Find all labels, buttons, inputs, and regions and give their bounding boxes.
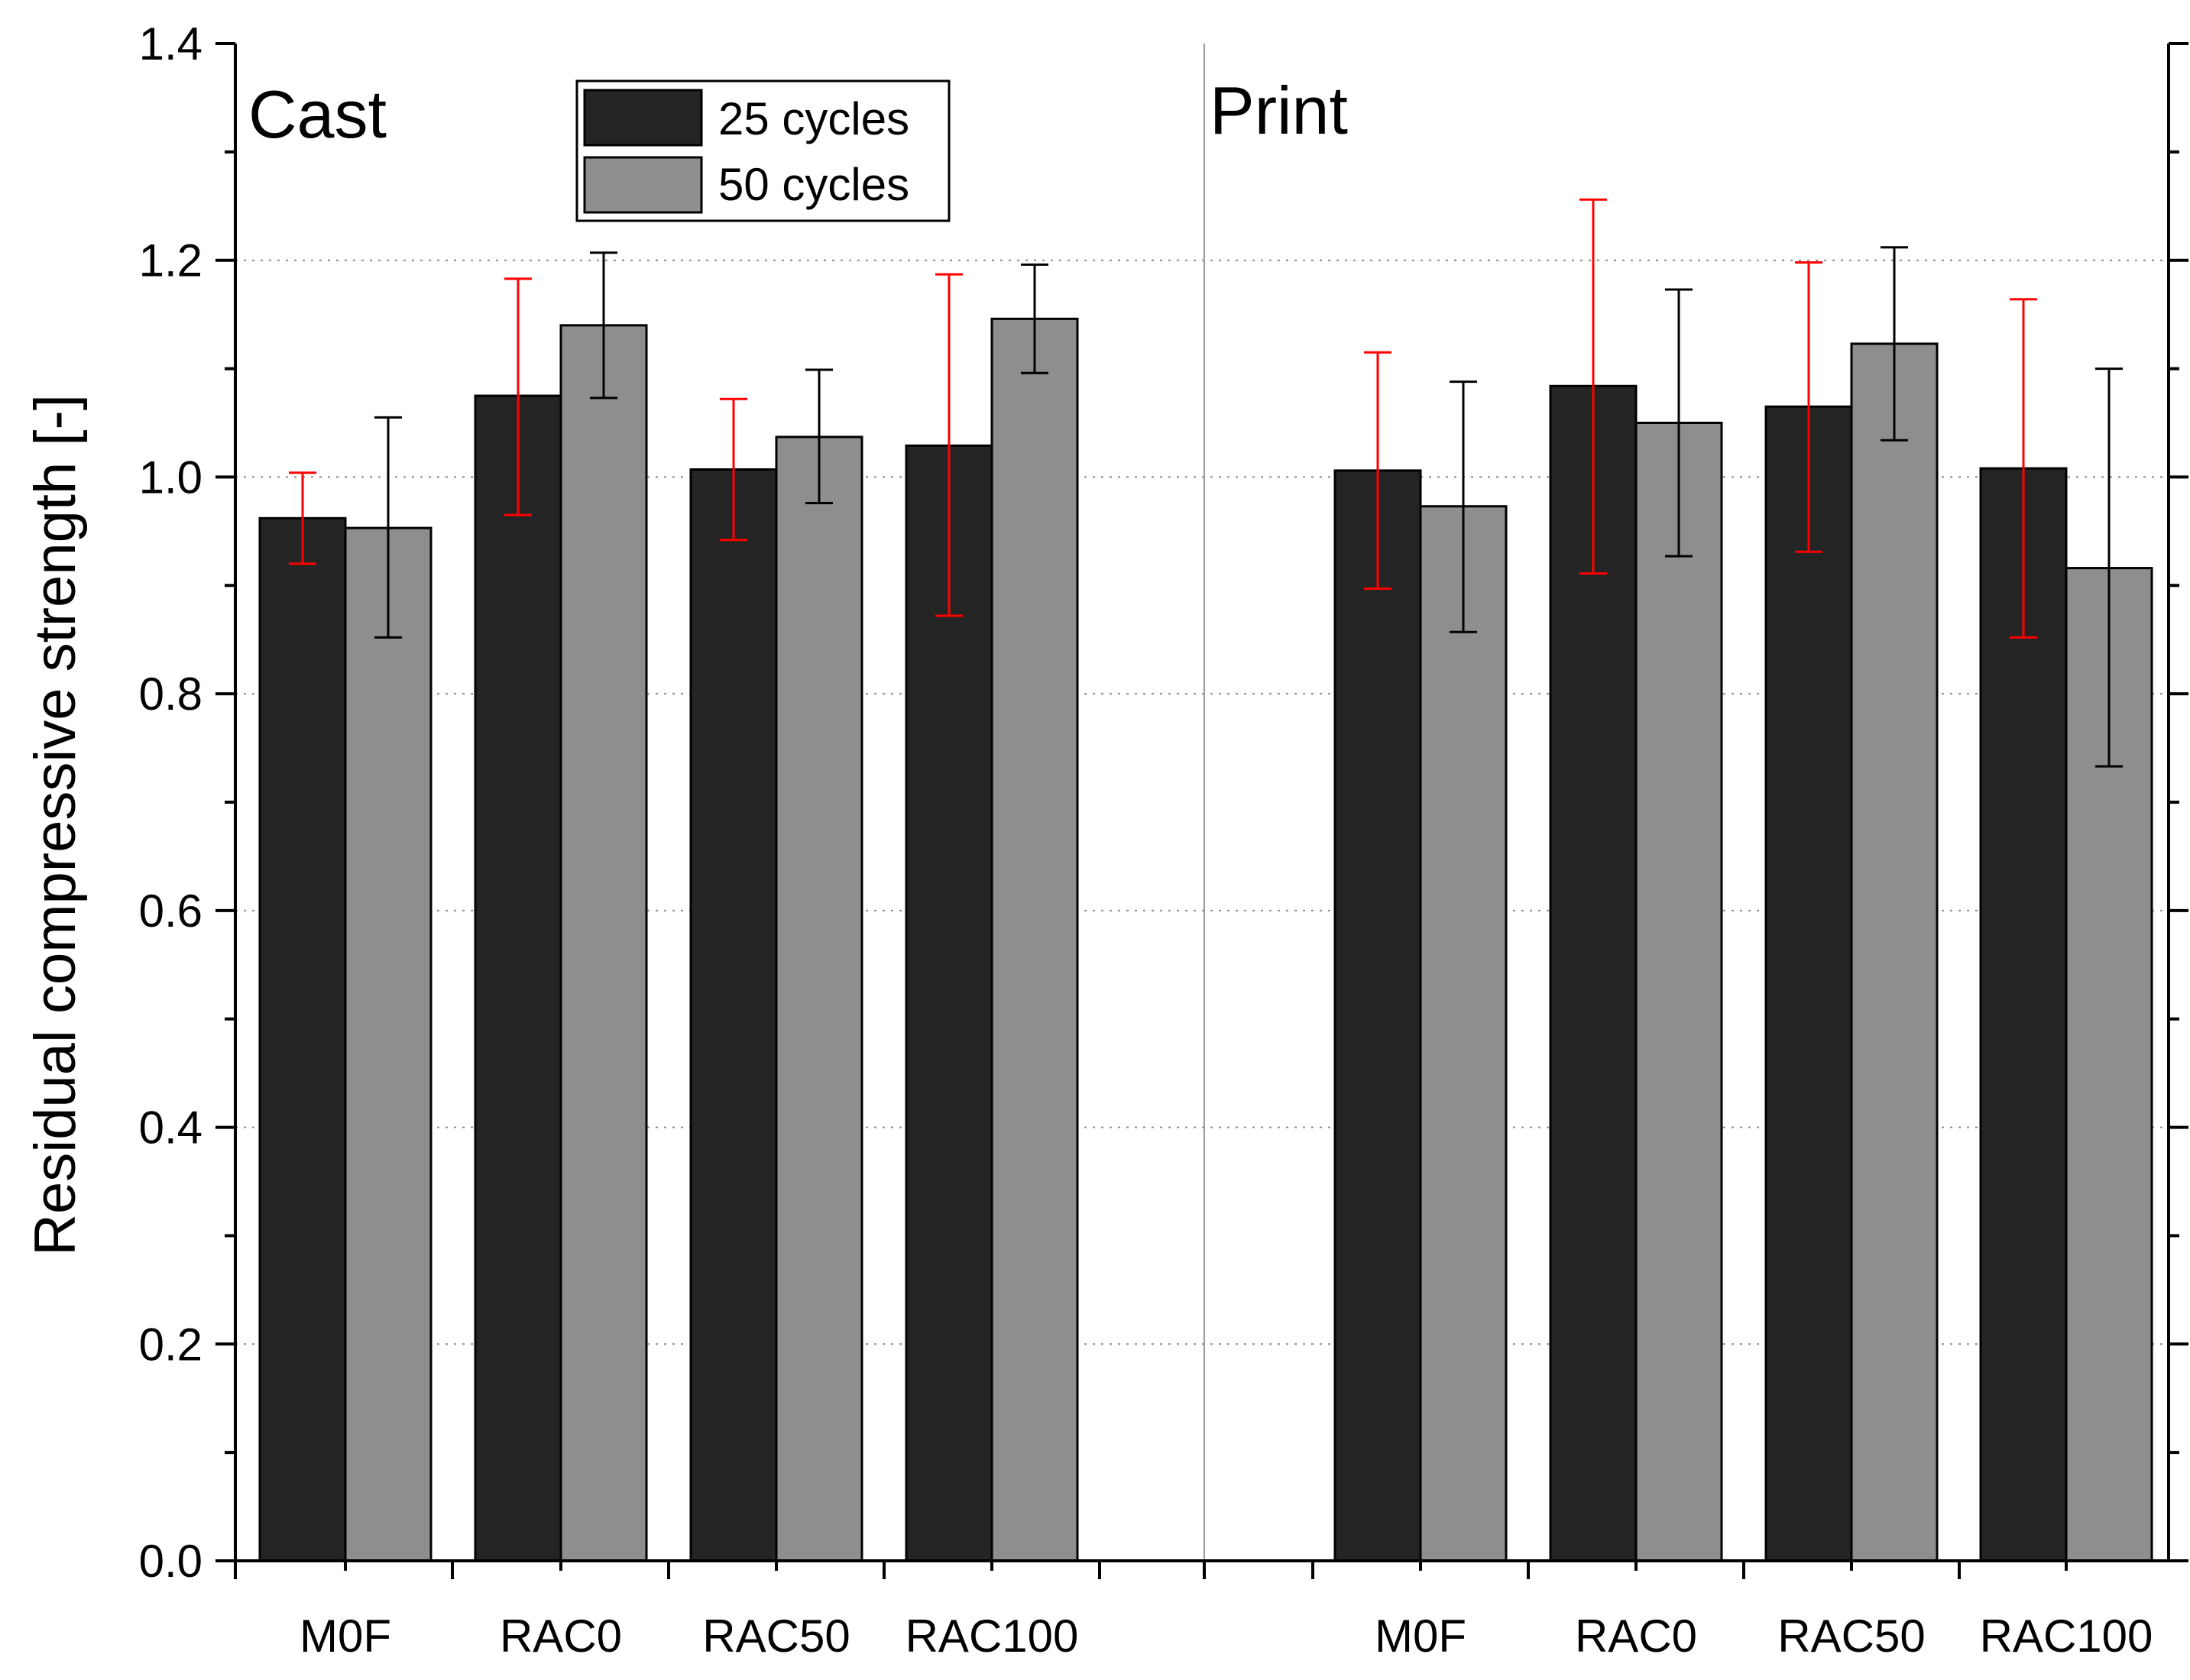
bar-cast-m0f-50-cycles bbox=[344, 526, 432, 1562]
bar-print-rac100-25-cycles bbox=[1979, 467, 2068, 1562]
x-tick-label: RAC50 bbox=[1777, 1610, 1925, 1662]
y-tick-label: 1.4 bbox=[139, 18, 202, 70]
bar-cast-rac0-25-cycles bbox=[474, 394, 562, 1562]
error-bar-print-rac0-25 bbox=[1579, 198, 1607, 575]
error-bar-cast-rac0-50 bbox=[590, 251, 617, 400]
bar-cast-rac100-25-cycles bbox=[905, 444, 993, 1562]
gridlines bbox=[235, 44, 2169, 1561]
y-tick-label: 1.0 bbox=[139, 452, 202, 503]
error-bar-cast-rac100-25 bbox=[935, 273, 963, 617]
legend-swatch-25-cycles bbox=[583, 89, 703, 147]
x-tick-label: RAC100 bbox=[905, 1610, 1079, 1662]
legend: 25 cycles 50 cycles bbox=[575, 79, 951, 222]
error-bar-print-rac50-25 bbox=[1795, 261, 1822, 553]
x-tick-label: M0F bbox=[1375, 1610, 1466, 1662]
bar-print-m0f-50-cycles bbox=[1419, 505, 1508, 1562]
bars bbox=[258, 317, 2153, 1562]
bar-cast-rac50-25-cycles bbox=[689, 468, 778, 1562]
y-tick-label: 1.2 bbox=[139, 235, 202, 286]
x-tick-label: RAC0 bbox=[500, 1610, 622, 1662]
x-tick-label: M0F bbox=[300, 1610, 391, 1662]
y-tick-label: 0.6 bbox=[139, 885, 202, 937]
error-bar-cast-rac100-50 bbox=[1021, 263, 1048, 374]
error-bars bbox=[289, 198, 2123, 768]
panel-label-cast: Cast bbox=[248, 76, 387, 152]
bar-print-rac50-25-cycles bbox=[1764, 405, 1853, 1562]
error-bar-print-rac100-25 bbox=[2010, 298, 2037, 639]
axes: M0F RAC0 RAC50 RAC100 M0F RAC0 RAC50 RAC100 0.0 0… bbox=[139, 18, 2188, 1662]
error-bar-cast-rac50-25 bbox=[720, 397, 747, 542]
x-tick-label: RAC0 bbox=[1575, 1610, 1697, 1662]
y-axis-label: Residual compressive strength [-] bbox=[23, 394, 88, 1256]
x-tick-label: RAC100 bbox=[1980, 1610, 2153, 1662]
bar-cast-rac100-50-cycles bbox=[990, 317, 1079, 1562]
x-tick-label: RAC50 bbox=[702, 1610, 850, 1662]
y-tick-label: 0.2 bbox=[139, 1319, 202, 1370]
y-tick-label: 0.4 bbox=[139, 1102, 202, 1154]
error-bar-cast-m0f-25 bbox=[289, 471, 316, 565]
error-bar-cast-m0f-50 bbox=[374, 416, 402, 639]
bar-cast-rac0-50-cycles bbox=[559, 324, 648, 1562]
error-bar-print-rac0-50 bbox=[1665, 288, 1693, 558]
error-bar-print-m0f-25 bbox=[1364, 351, 1391, 591]
bar-print-rac50-50-cycles bbox=[1850, 342, 1939, 1562]
bar-print-m0f-25-cycles bbox=[1333, 469, 1422, 1562]
error-bar-print-rac100-50 bbox=[2095, 367, 2123, 768]
error-bar-print-m0f-50 bbox=[1450, 380, 1477, 633]
legend-label-25-cycles: 25 cycles bbox=[718, 93, 909, 144]
bar-print-rac0-50-cycles bbox=[1634, 422, 1723, 1562]
legend-swatch-50-cycles bbox=[583, 156, 703, 214]
bar-cast-rac50-50-cycles bbox=[775, 435, 863, 1562]
error-bar-cast-rac50-50 bbox=[805, 368, 833, 504]
panel-label-print: Print bbox=[1210, 73, 1348, 148]
error-bar-print-rac50-50 bbox=[1881, 246, 1908, 442]
y-tick-label: 0.0 bbox=[139, 1536, 202, 1587]
y-tick-label: 0.8 bbox=[139, 668, 202, 720]
error-bar-cast-rac0-25 bbox=[504, 277, 532, 516]
bar-cast-m0f-25-cycles bbox=[258, 516, 347, 1562]
legend-label-50-cycles: 50 cycles bbox=[718, 159, 909, 210]
